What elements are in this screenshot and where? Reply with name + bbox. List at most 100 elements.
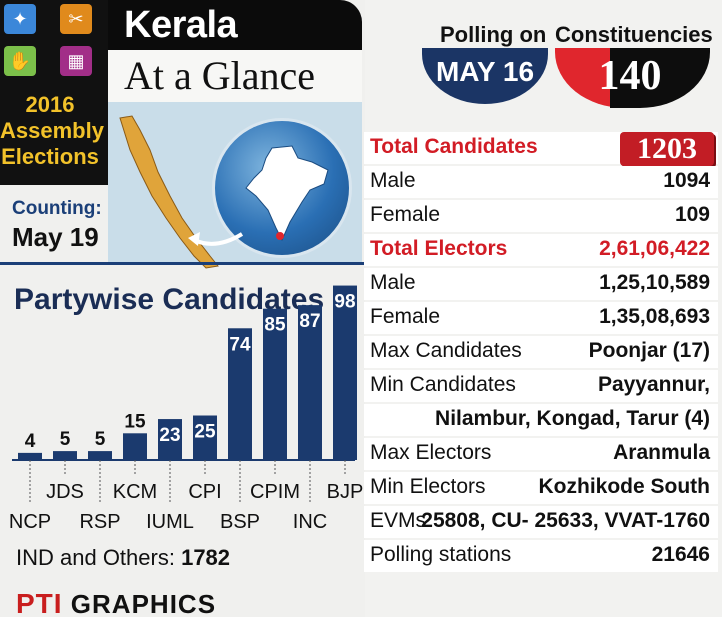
tick-label-jds: JDS [46,481,84,503]
stat-label: Max Electors [370,441,492,464]
tick-label-iuml: IUML [146,511,194,533]
stat-row: Female 1,35,08,693 [364,302,718,334]
stat-label: Total Electors [370,237,508,260]
tick-label-ncp: NCP [9,511,51,533]
stat-label: Male [370,169,416,192]
stat-value: 109 [674,203,710,226]
total-candidates-badge: 1203 [620,132,714,166]
counting-date: May 19 [12,222,99,252]
constituencies-count: 140 [598,53,662,99]
data-label-jds: 5 [60,429,71,450]
data-label-iuml: 23 [159,425,180,446]
stat-value: 1,25,10,589 [599,271,710,294]
stat-value: 2,61,06,422 [599,237,710,260]
stat-value: Aranmula [613,441,710,464]
bar-cpim [263,308,287,460]
title-band [108,0,362,50]
logo-line-elections: Elections [1,144,99,169]
page-title: Kerala [124,4,238,46]
tick-label-cpim: CPIM [250,481,300,503]
data-label-bjp: 98 [334,292,355,313]
stat-row: Male 1094 [364,166,718,198]
logo-year: 2016 [25,92,75,117]
puzzle-piece-purple: ▦ [60,46,92,76]
pti-logo: PTI [16,588,63,617]
hand-icon: ✋ [8,51,32,71]
stat-label: Female [370,203,441,226]
india-map-icon [245,145,329,242]
stat-row: Min Electors Kozhikode South [364,472,718,504]
stat-value: Kozhikode South [538,475,711,498]
stat-row: Min Candidates Payyannur, [364,370,718,402]
stat-value: Nilambur, Kongad, Tarur (4) [435,407,710,430]
tick-label-bsp: BSP [220,511,260,533]
polling-label: Polling on [440,22,547,47]
constituencies-label: Constituencies [555,22,713,47]
puzzle-piece-green: ✋ [4,46,36,76]
bar-rsp [88,451,112,460]
stat-value: Poonjar (17) [588,339,710,362]
independents-note: IND and Others: 1782 [16,545,230,571]
stat-label: Min Electors [370,475,486,498]
tick-label-inc: INC [293,511,327,533]
stat-row: Total Candidates 1203 [364,132,718,166]
bar-kcm [123,433,147,460]
stat-value: 1,35,08,693 [599,305,710,328]
independents-value: 1782 [181,545,231,570]
stat-row: Nilambur, Kongad, Tarur (4) [364,404,718,436]
bar-group: 4 NCP 5 JDS 5 RSP 15 KCM 23 IUML 25 CPI 74 BSP 85 CPIM 8… [9,285,364,533]
bar-iuml [158,419,182,460]
stat-label: Polling stations [370,543,512,566]
stat-row: Max Candidates Poonjar (17) [364,336,718,368]
credit-text: GRAPHICS [70,589,217,617]
puzzle-piece-orange: ✂ [60,4,92,34]
stat-value: 21646 [651,543,710,566]
section-divider [0,262,365,265]
counting-label: Counting: [12,198,102,219]
data-label-ncp: 4 [25,431,36,452]
page-subtitle: At a Glance [124,53,316,98]
stat-label: Max Candidates [370,339,522,362]
stat-value: 1094 [663,169,710,192]
stat-row: EVMs 25808, CU- 25633, VVAT-1760 [364,506,718,538]
star-icon: ✦ [12,9,28,29]
logo-line-assembly: Assembly [0,118,104,143]
kerala-map-icon [119,115,219,269]
stat-label: Male [370,271,416,294]
stat-value: 25808, CU- 25633, VVAT-1760 [421,509,710,532]
stat-label: EVMs [370,509,427,532]
stat-label: Total Candidates [370,135,538,158]
stat-label: Female [370,305,441,328]
pointer-arrow-icon [188,232,244,246]
polling-date: MAY 16 [435,56,535,87]
credit-line: PTI GRAPHICS [16,588,216,617]
data-label-cpi: 25 [194,422,216,443]
stat-row: Polling stations 21646 [364,540,718,572]
ballot-icon: ▦ [67,51,85,71]
stat-row: Max Electors Aranmula [364,438,718,470]
stat-value: Payyannur, [597,373,710,396]
tick-label-cpi: CPI [188,481,221,503]
tick-label-kcm: KCM [113,481,157,503]
subtitle-band [108,50,362,102]
tick-label-bjp: BJP [327,481,364,503]
bar-bsp [228,328,252,460]
data-label-kcm: 15 [124,411,146,432]
stat-label: Min Candidates [370,373,516,396]
bar-bjp [333,285,357,460]
data-label-rsp: 5 [95,429,106,450]
election-logo: ✦ ✂ ✋ ▦ 2016 Assembly Elections [0,0,108,185]
independents-label: IND and Others: [16,545,182,570]
stat-row: Male 1,25,10,589 [364,268,718,300]
bar-cpi [193,415,217,460]
stat-row: Female 109 [364,200,718,232]
tools-icon: ✂ [68,9,84,29]
data-label-bsp: 74 [229,334,251,355]
tick-label-rsp: RSP [79,511,120,533]
bar-inc [298,305,322,460]
bar-jds [53,451,77,460]
data-label-inc: 87 [299,311,320,332]
puzzle-piece-blue: ✦ [4,4,36,34]
stat-row: Total Electors 2,61,06,422 [364,234,718,266]
